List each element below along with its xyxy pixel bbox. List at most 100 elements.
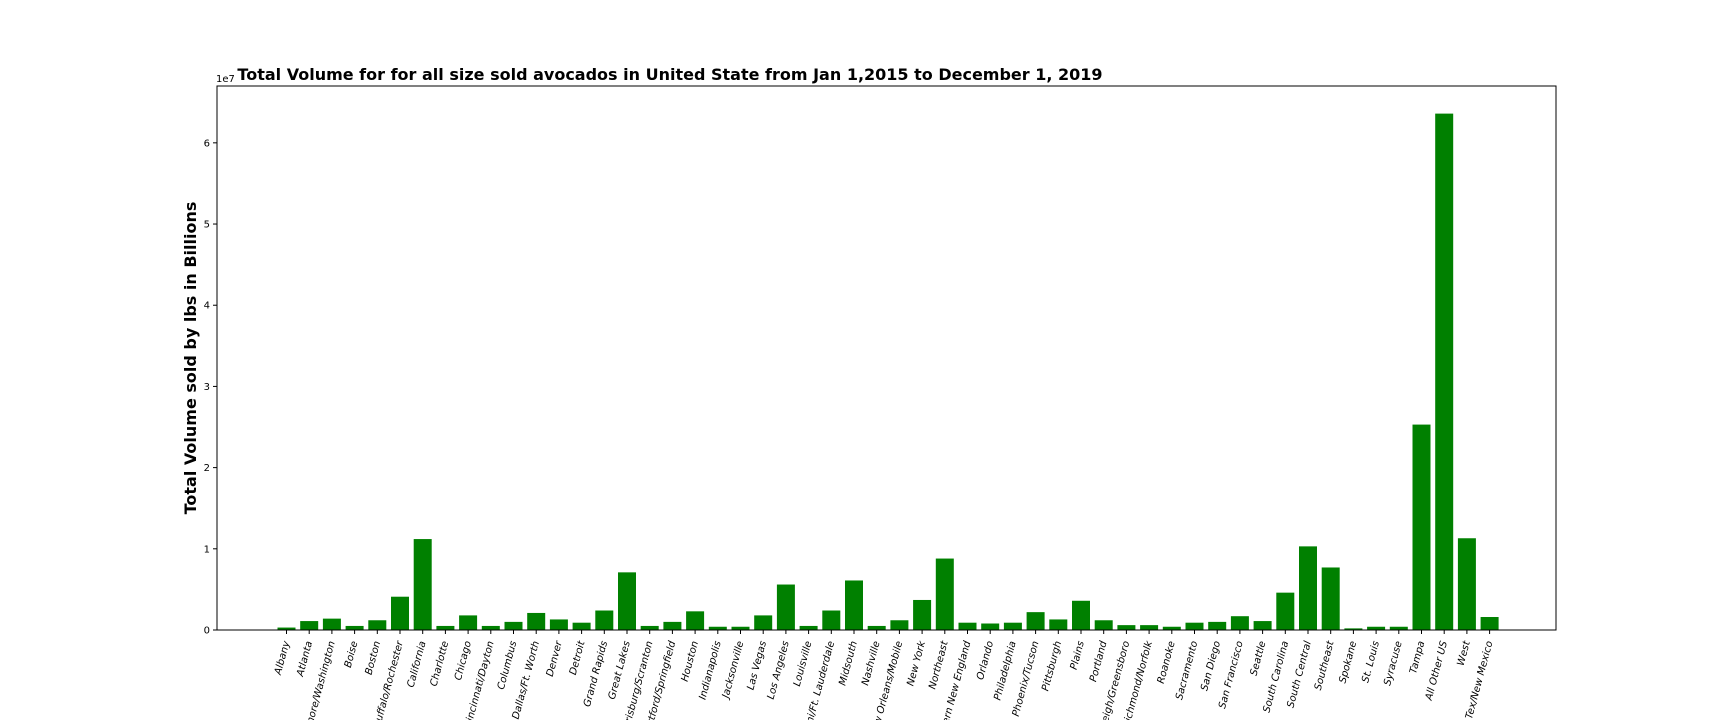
bar-southeast xyxy=(1321,567,1340,630)
bar-spokane xyxy=(1344,628,1363,630)
x-tick-label: Great Lakes xyxy=(607,640,633,701)
chart-title: Total Volume for for all size sold avoca… xyxy=(237,65,1102,84)
y-tick-label: 0 xyxy=(204,626,210,637)
bar-boston xyxy=(368,620,387,630)
x-tick-label: Spokane xyxy=(1337,640,1359,685)
bar-phoenixtucson xyxy=(1026,612,1045,630)
bar-philadelphia xyxy=(1003,622,1022,630)
x-tick-label: Midsouth xyxy=(837,640,859,687)
plot-area-frame xyxy=(216,85,1557,631)
x-tick-label: Pittsburgh xyxy=(1040,640,1064,692)
y-tick-label: 2 xyxy=(204,463,210,474)
y-tick-label: 1 xyxy=(204,544,210,555)
x-tick-label: Roanoke xyxy=(1156,640,1178,685)
bar-southcarolina xyxy=(1276,592,1295,630)
x-tick-label: South Central xyxy=(1286,640,1314,709)
bar-california xyxy=(413,539,432,630)
bar-columbus xyxy=(504,621,523,630)
x-tick-label: Atlanta xyxy=(295,640,315,679)
bar-seattle xyxy=(1253,621,1272,630)
y-axis-ticks: 0 1 2 3 4 5 6 xyxy=(204,138,217,637)
bar-richmondnorfolk xyxy=(1140,625,1159,630)
bar-detroit xyxy=(572,622,591,630)
bar-nashville xyxy=(867,625,886,630)
bar-denver xyxy=(549,619,568,630)
bar-cincinnatidayton xyxy=(481,625,500,630)
bar-houston xyxy=(686,611,705,630)
x-tick-label: Sacramento xyxy=(1174,640,1200,701)
bar-stlouis xyxy=(1367,626,1386,630)
x-tick-label: Indianapolis xyxy=(697,640,723,701)
bar-orlando xyxy=(981,623,1000,630)
bar-newyork xyxy=(913,599,932,630)
bar-baltimorewashington xyxy=(322,618,341,630)
bar-totalus xyxy=(1435,113,1454,631)
bar-northeast xyxy=(935,558,954,630)
bar-buffalorochester xyxy=(391,596,409,630)
bar-hartfordspringfield xyxy=(663,621,682,630)
y-tick-label: 6 xyxy=(204,138,210,149)
x-tick-label: Nashville xyxy=(860,640,882,687)
bar-charlotte xyxy=(436,625,455,630)
x-tick-label: Houston xyxy=(680,640,701,683)
x-tick-label: Charlotte xyxy=(429,640,452,688)
bar-greatlakes xyxy=(618,572,636,630)
y-axis-offset-label: 1e7 xyxy=(216,74,235,85)
x-tick-label: San Francisco xyxy=(1217,640,1246,710)
bar-lasvegas xyxy=(754,615,773,630)
x-tick-label: Boise xyxy=(343,640,361,669)
bar-indianapolis xyxy=(708,626,727,630)
bar-portland xyxy=(1094,620,1113,630)
bar-dallasftworth xyxy=(527,612,546,630)
bar-raleighgreensboro xyxy=(1117,625,1136,630)
x-tick-label: New York xyxy=(905,639,928,687)
x-tick-label: St. Louis xyxy=(1360,640,1382,684)
bar-plains xyxy=(1072,600,1090,630)
bar-tampa xyxy=(1412,424,1431,630)
x-tick-label: Boston xyxy=(364,640,384,676)
bar-midsouth xyxy=(845,580,863,630)
x-tick-label: Columbus xyxy=(496,640,520,691)
x-tick-label: Louisville xyxy=(792,640,815,688)
x-tick-label: San Diego xyxy=(1199,640,1223,692)
x-tick-label: Northeast xyxy=(927,639,951,691)
bar-sanfrancisco xyxy=(1230,616,1249,630)
y-tick-label: 4 xyxy=(204,301,210,312)
x-tick-label: Los Angeles xyxy=(766,640,792,701)
bar-grandrapids xyxy=(595,610,614,630)
x-tick-label: Tampa xyxy=(1408,640,1427,675)
y-axis-label: Total Volume sold by lbs in Billions xyxy=(181,202,200,515)
y-tick-label: 3 xyxy=(204,382,210,393)
x-tick-label: West xyxy=(1456,639,1473,667)
bar-albany xyxy=(277,627,296,630)
bar-pittsburgh xyxy=(1049,619,1068,630)
x-tick-label: Orlando xyxy=(975,640,996,681)
bar-chicago xyxy=(459,615,478,630)
x-tick-label: Albany xyxy=(273,639,293,677)
x-tick-label: Jacksonville xyxy=(720,640,746,701)
bar-syracuse xyxy=(1389,626,1408,630)
bar-southcentral xyxy=(1299,546,1317,630)
x-tick-label: Syracuse xyxy=(1382,640,1404,687)
bar-northernnewengland xyxy=(958,622,977,630)
bar-losangeles xyxy=(776,584,795,630)
x-tick-label: All Other US xyxy=(1423,639,1450,702)
x-tick-label: Detroit xyxy=(568,639,588,676)
x-tick-label: Philadelphia xyxy=(992,640,1018,702)
x-tick-label: Portland xyxy=(1088,639,1110,683)
bar-west xyxy=(1457,538,1476,630)
bar-sandiego xyxy=(1208,621,1227,630)
bar-jacksonville xyxy=(731,626,750,630)
bar-harrisburgscranton xyxy=(640,625,659,630)
bar-neworleansmobile xyxy=(890,620,909,630)
x-tick-label: Southeast xyxy=(1313,639,1337,692)
x-tick-label: Las Vegas xyxy=(745,640,769,691)
bars-group xyxy=(277,113,1499,631)
bar-atlanta xyxy=(300,621,319,630)
bar-miamiftlauderdale xyxy=(822,610,841,630)
x-tick-label: Denver xyxy=(545,639,565,678)
x-tick-label: California xyxy=(406,640,429,689)
bar-louisville xyxy=(799,625,818,630)
